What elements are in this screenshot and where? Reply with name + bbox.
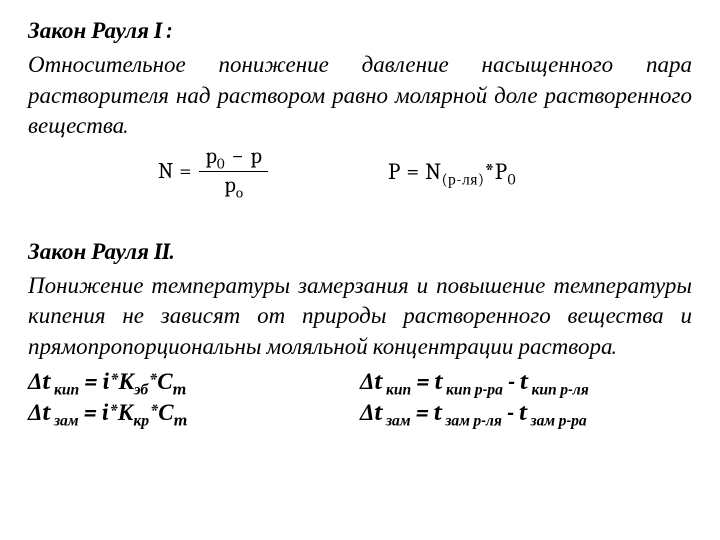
equations-left-col: Δt кип = i*Кэб*Сm Δt зам = i*Ккр*Сm	[28, 366, 360, 428]
eq-freeze-right: Δt зам = t зам р-ля - t зам р-ра	[360, 397, 692, 428]
law1-title-line: Закон Рауля I :	[28, 16, 692, 46]
p0: p0	[205, 143, 224, 169]
fraction: p0 − p po	[199, 145, 268, 196]
eq-boil-left: Δt кип = i*Кэб*Сm	[28, 366, 360, 397]
p: p	[251, 143, 262, 169]
fraction-numerator: p0 − p	[199, 145, 268, 168]
law1-body: Относительное понижение давление насыщен…	[28, 50, 692, 141]
P0-term: P0	[495, 158, 516, 185]
fraction-formula: N = p0 − p po	[158, 145, 268, 196]
eq-freeze-left: Δt зам = i*Ккр*Сm	[28, 397, 360, 428]
minus-sign: −	[229, 143, 245, 169]
eq-boil-right: Δt кип = t кип р-ра - t кип р-ля	[360, 366, 692, 397]
fraction-denominator: po	[218, 174, 249, 197]
P-lhs: P	[388, 158, 401, 185]
document-page: Закон Рауля I : Относительное понижение …	[0, 0, 720, 540]
section-gap	[28, 203, 692, 237]
law1-formula-row: N = p0 − p po P = N(р-ля)*P0	[28, 145, 692, 196]
N-term: N(р-ля)	[425, 158, 484, 185]
equations-block: Δt кип = i*Кэб*Сm Δt зам = i*Ккр*Сm Δt к…	[28, 366, 692, 428]
law2-body: Понижение температуры замерзания и повыш…	[28, 271, 692, 362]
equals: =	[406, 158, 425, 185]
equals-sign: =	[179, 158, 191, 184]
equations-right-col: Δt кип = t кип р-ра - t кип р-ля Δt зам …	[360, 366, 692, 428]
law2-title: Закон Рауля II.	[28, 238, 174, 265]
star: *	[484, 158, 494, 185]
law1-title: Закон Рауля I :	[28, 17, 172, 44]
law2-title-line: Закон Рауля II.	[28, 237, 692, 267]
p-formula: P = N(р-ля)*P0	[388, 158, 516, 185]
N-symbol: N	[158, 158, 173, 184]
